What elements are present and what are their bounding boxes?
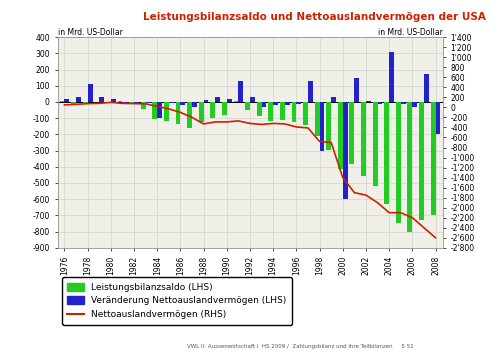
Bar — [372, 102, 378, 186]
Bar — [164, 102, 169, 121]
Bar — [99, 97, 104, 102]
Bar — [350, 102, 354, 164]
Bar — [157, 102, 162, 118]
Text: in Mrd. US-Dollar: in Mrd. US-Dollar — [58, 28, 122, 37]
Bar — [419, 102, 424, 219]
Bar — [88, 84, 92, 102]
Bar — [227, 99, 232, 102]
Bar — [378, 102, 382, 104]
Bar — [326, 102, 331, 150]
Bar — [384, 102, 389, 204]
Text: VWL II: Aussenwirtschaft I  HS 2009 /  Zahlungsbilanz und ihre Teilbilanzen     : VWL II: Aussenwirtschaft I HS 2009 / Zah… — [186, 344, 414, 349]
Bar — [210, 102, 215, 118]
Legend: Leistungsbilanzsaldo (LHS), Veränderung Nettoauslandvermögen (LHS), Nettoausland: Leistungsbilanzsaldo (LHS), Veränderung … — [62, 277, 292, 325]
Bar — [401, 102, 406, 104]
Bar — [141, 102, 146, 109]
Bar — [238, 81, 244, 102]
Bar — [198, 102, 203, 121]
Bar — [436, 102, 440, 135]
Bar — [354, 78, 359, 102]
Bar — [408, 102, 412, 232]
Bar — [129, 102, 134, 104]
Bar — [389, 52, 394, 102]
Bar — [303, 102, 308, 125]
Bar — [76, 97, 81, 102]
Bar — [215, 97, 220, 102]
Bar — [331, 97, 336, 102]
Bar — [180, 102, 186, 105]
Bar — [338, 102, 343, 169]
Bar — [122, 102, 128, 104]
Bar — [187, 102, 192, 128]
Bar — [204, 101, 208, 102]
Bar — [285, 102, 290, 105]
Bar — [146, 102, 150, 103]
Bar — [111, 99, 116, 102]
Bar — [343, 102, 347, 199]
Bar — [412, 102, 417, 107]
Bar — [60, 101, 64, 102]
Bar — [430, 102, 436, 215]
Bar — [296, 102, 302, 104]
Bar — [169, 102, 173, 103]
Bar — [424, 74, 429, 102]
Bar — [71, 102, 76, 104]
Bar — [361, 102, 366, 176]
Bar — [134, 102, 139, 104]
Text: Leistungsbilanzsaldo und Nettoauslandvermögen der USA: Leistungsbilanzsaldo und Nettoauslandver… — [144, 12, 486, 22]
Bar — [308, 81, 313, 102]
Bar — [320, 102, 324, 150]
Bar — [292, 102, 296, 122]
Bar — [262, 102, 266, 107]
Bar — [250, 97, 255, 102]
Bar — [366, 101, 371, 102]
Bar — [118, 101, 122, 102]
Bar — [396, 102, 401, 223]
Bar — [176, 102, 180, 124]
Bar — [245, 102, 250, 110]
Bar — [83, 102, 87, 104]
Bar — [280, 102, 285, 120]
Bar — [222, 102, 227, 115]
Bar — [64, 99, 70, 102]
Bar — [268, 102, 273, 121]
Bar — [152, 102, 157, 119]
Bar — [256, 102, 262, 116]
Bar — [273, 102, 278, 105]
Bar — [192, 102, 197, 107]
Bar — [314, 102, 320, 137]
Text: in Mrd. US-Dollar: in Mrd. US-Dollar — [378, 28, 442, 37]
